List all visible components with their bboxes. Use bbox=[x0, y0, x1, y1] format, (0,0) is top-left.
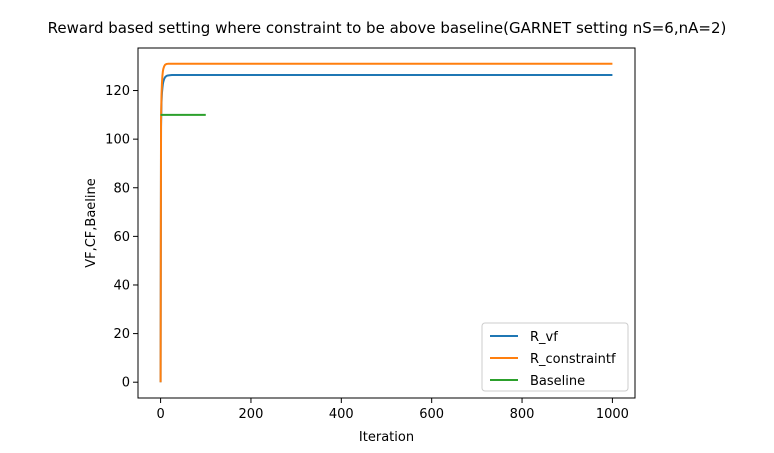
x-tick-label: 0 bbox=[156, 407, 164, 422]
y-tick-label: 0 bbox=[122, 376, 130, 391]
y-axis-label: VF,CF,Baeline bbox=[84, 178, 99, 268]
y-axis-ticks: 0 20 40 60 80 100 120 bbox=[105, 84, 138, 391]
x-axis-label: Iteration bbox=[359, 430, 414, 445]
legend-label-1: R_vf bbox=[530, 330, 558, 345]
y-tick-label: 20 bbox=[113, 327, 130, 342]
y-tick-label: 120 bbox=[105, 84, 130, 99]
plot-lines bbox=[159, 62, 613, 383]
legend-label-3: Baseline bbox=[530, 374, 585, 389]
legend-label-2: R_constraintf bbox=[530, 352, 616, 367]
x-tick-label: 600 bbox=[419, 407, 444, 422]
legend: R_vf R_constraintf Baseline bbox=[481, 322, 629, 392]
chart-title: Reward based setting where constraint to… bbox=[48, 19, 727, 37]
y-tick-label: 100 bbox=[105, 133, 130, 148]
legend-box bbox=[481, 322, 629, 392]
x-tick-label: 800 bbox=[510, 407, 535, 422]
y-tick-label: 60 bbox=[113, 230, 130, 245]
y-tick-label: 40 bbox=[113, 278, 130, 293]
x-axis-ticks: 0 200 400 600 800 1000 bbox=[156, 398, 629, 422]
x-tick-label: 200 bbox=[239, 407, 264, 422]
x-tick-label: 400 bbox=[329, 407, 354, 422]
plot-frame bbox=[137, 47, 636, 399]
series-line-2 bbox=[159, 62, 613, 383]
y-tick-label: 80 bbox=[113, 181, 130, 196]
x-tick-label: 1000 bbox=[596, 407, 629, 422]
